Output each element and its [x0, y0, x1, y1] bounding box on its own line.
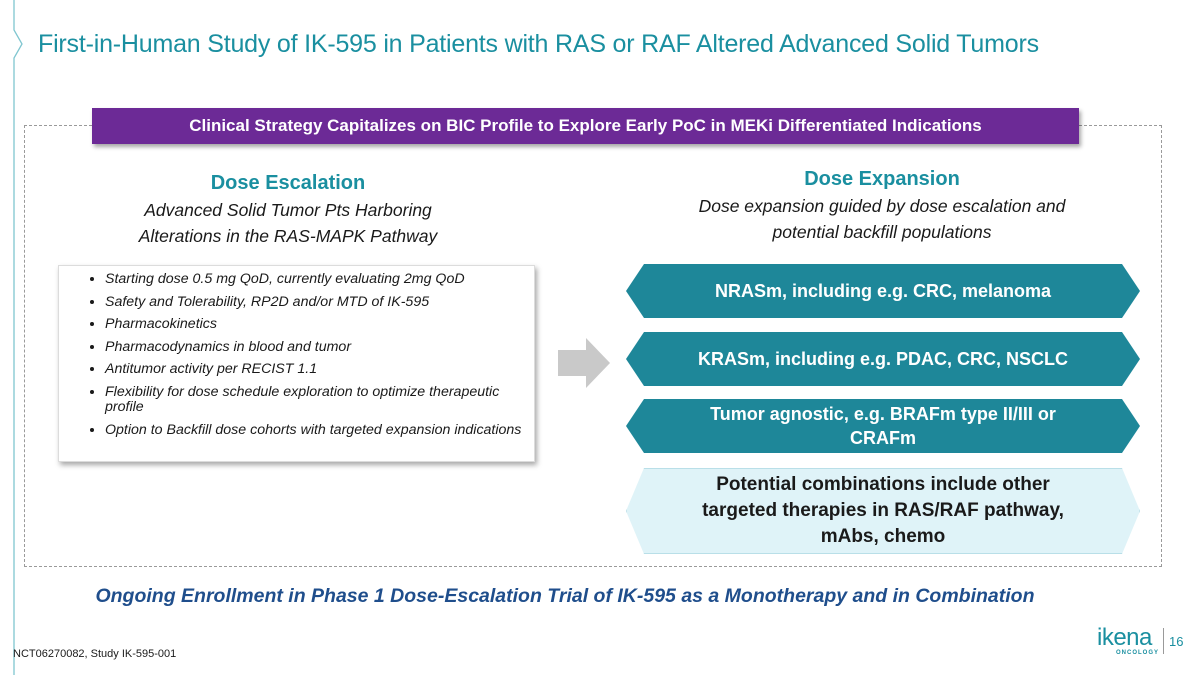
escalation-title: Dose Escalation: [210, 172, 366, 194]
strategy-banner: Clinical Strategy Capitalizes on BIC Pro…: [92, 108, 1079, 144]
escalation-bullet: Flexibility for dose schedule exploratio…: [105, 384, 524, 416]
expansion-header: Dose Expansion Dose expansion guided by …: [640, 168, 1124, 245]
page-title: First-in-Human Study of IK-595 in Patien…: [38, 30, 1039, 58]
expansion-title: Dose Expansion: [804, 168, 960, 190]
escalation-bullet: Option to Backfill dose cohorts with tar…: [105, 422, 524, 439]
expansion-cohort-tumor-agnostic: Tumor agnostic, e.g. BRAFm type II/III o…: [626, 399, 1140, 453]
page-number: 16: [1169, 634, 1184, 649]
escalation-bullet: Pharmacokinetics: [105, 316, 524, 333]
escalation-subtitle-line2: Alterations in the RAS-MAPK Pathway: [138, 226, 438, 246]
escalation-bullet: Starting dose 0.5 mg QoD, currently eval…: [105, 271, 524, 288]
escalation-bullet: Pharmacodynamics in blood and tumor: [105, 339, 524, 356]
escalation-header: Dose Escalation Advanced Solid Tumor Pts…: [58, 172, 518, 249]
cohort-label: KRASm, including e.g. PDAC, CRC, NSCLC: [697, 348, 1068, 369]
footnote: NCT06270082, Study IK-595-001: [13, 648, 177, 660]
escalation-bullet: Safety and Tolerability, RP2D and/or MTD…: [105, 294, 524, 311]
expansion-cohort-kras: KRASm, including e.g. PDAC, CRC, NSCLC: [626, 332, 1140, 386]
cohort-label: NRASm, including e.g. CRC, melanoma: [714, 280, 1052, 301]
escalation-subtitle-line1: Advanced Solid Tumor Pts Harboring: [144, 200, 432, 220]
company-logo: ikena ONCOLOGY: [1097, 626, 1159, 658]
expansion-subtitle-line2: potential backfill populations: [772, 222, 992, 242]
expansion-combinations: Potential combinations include other tar…: [626, 468, 1140, 554]
logo-subtext: ONCOLOGY: [1115, 650, 1159, 656]
expansion-subtitle-line1: Dose expansion guided by dose escalation…: [698, 196, 1066, 216]
combinations-label: Potential combinations include other tar…: [702, 474, 1064, 547]
strategy-banner-text: Clinical Strategy Capitalizes on BIC Pro…: [189, 116, 982, 135]
escalation-bullet-list: Starting dose 0.5 mg QoD, currently eval…: [77, 271, 524, 439]
escalation-bullet: Antitumor activity per RECIST 1.1: [105, 361, 524, 378]
expansion-cohort-nras: NRASm, including e.g. CRC, melanoma: [626, 264, 1140, 318]
logo-wordmark: ikena: [1097, 624, 1152, 651]
enrollment-statement: Ongoing Enrollment in Phase 1 Dose-Escal…: [95, 585, 1035, 607]
right-arrow-icon: [558, 338, 610, 388]
decorative-bracket-line: [13, 0, 23, 675]
logo-divider: [1163, 628, 1164, 654]
cohort-label: Tumor agnostic, e.g. BRAFm type II/III o…: [710, 404, 1056, 448]
escalation-bullet-box: Starting dose 0.5 mg QoD, currently eval…: [58, 265, 535, 462]
